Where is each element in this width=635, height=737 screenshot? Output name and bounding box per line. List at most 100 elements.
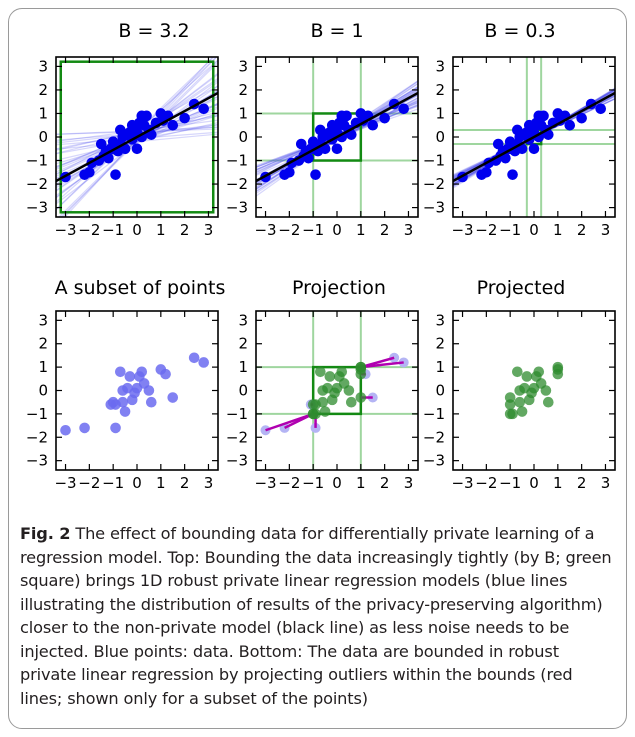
x-tick-label: 3 xyxy=(601,221,611,239)
panel-title: B = 0.3 xyxy=(484,20,555,42)
caption-text: The effect of bounding data for differen… xyxy=(20,524,612,708)
x-tick-label: −2 xyxy=(278,474,300,492)
y-tick-label: −1 xyxy=(26,152,48,170)
data-point xyxy=(355,392,367,403)
data-point xyxy=(576,112,587,124)
x-tick-label: −1 xyxy=(102,221,124,239)
data-point xyxy=(79,422,90,434)
y-tick-label: −2 xyxy=(423,428,445,446)
y-tick-label: 2 xyxy=(238,335,248,353)
data-point xyxy=(528,143,540,155)
data-point xyxy=(398,103,410,115)
data-point xyxy=(355,364,367,375)
figure-caption: Fig. 2 The effect of bounding data for d… xyxy=(20,522,616,710)
x-tick-label: 2 xyxy=(577,221,587,239)
data-point xyxy=(336,110,348,122)
y-tick-label: −1 xyxy=(423,405,445,423)
x-tick-label: −3 xyxy=(54,474,76,492)
y-tick-label: 0 xyxy=(238,382,248,400)
data-point xyxy=(492,138,504,150)
data-point xyxy=(145,396,157,408)
x-tick-label: 3 xyxy=(204,221,214,239)
panel-projection: Projection xyxy=(292,277,386,299)
y-tick-label: −3 xyxy=(423,199,445,217)
x-tick-label: 2 xyxy=(577,474,587,492)
data-point xyxy=(188,352,200,364)
data-point xyxy=(198,103,210,115)
data-point xyxy=(103,152,114,164)
data-point xyxy=(115,124,126,136)
data-point xyxy=(512,124,523,136)
data-point xyxy=(117,396,129,408)
fit-line xyxy=(56,91,218,183)
plot-content xyxy=(60,352,210,436)
x-tick-label: 3 xyxy=(204,474,214,492)
x-tick-label: −2 xyxy=(475,474,497,492)
data-point xyxy=(284,166,295,178)
data-point xyxy=(507,169,518,180)
data-point xyxy=(160,368,171,380)
plot-content xyxy=(453,57,615,217)
y-tick-label: 2 xyxy=(38,335,48,353)
x-tick-label: 0 xyxy=(132,474,142,492)
x-tick-label: −3 xyxy=(254,221,276,239)
y-tick-label: −1 xyxy=(226,405,248,423)
x-tick-label: 0 xyxy=(529,221,539,239)
panel-title: Projection xyxy=(292,277,386,299)
projection-line xyxy=(360,361,404,369)
y-tick-label: −3 xyxy=(226,452,248,470)
data-point xyxy=(507,408,518,420)
data-point xyxy=(324,371,336,382)
data-point xyxy=(315,124,326,136)
x-tick-label: 2 xyxy=(380,221,390,239)
panel-projected: Projected xyxy=(477,277,566,299)
data-point xyxy=(110,169,121,180)
projection-line xyxy=(284,412,314,430)
y-tick-label: 2 xyxy=(238,81,248,99)
y-tick-label: −3 xyxy=(26,199,48,217)
x-tick-label: 0 xyxy=(332,474,342,492)
data-point xyxy=(521,371,533,382)
y-tick-label: 1 xyxy=(238,358,248,376)
x-tick-label: 2 xyxy=(180,474,190,492)
data-point xyxy=(516,406,528,417)
panel-title: A subset of points xyxy=(55,277,226,299)
panel-b-1: B = 1 xyxy=(310,20,363,42)
data-point xyxy=(136,110,148,122)
x-tick-label: 1 xyxy=(356,474,366,492)
x-tick-label: 1 xyxy=(553,221,563,239)
data-point xyxy=(512,366,523,378)
y-tick-label: 3 xyxy=(435,57,445,75)
x-tick-label: −3 xyxy=(451,221,473,239)
y-tick-label: 0 xyxy=(435,382,445,400)
panel-title: Projected xyxy=(477,277,566,299)
data-point xyxy=(119,406,131,417)
y-tick-label: −3 xyxy=(226,199,248,217)
data-point xyxy=(167,119,179,131)
y-tick-label: −3 xyxy=(423,452,445,470)
data-point xyxy=(84,166,95,178)
bound-square xyxy=(311,365,363,416)
y-tick-label: 1 xyxy=(435,358,445,376)
y-tick-label: −1 xyxy=(26,405,48,423)
y-tick-label: −2 xyxy=(26,428,48,446)
panel-b-3-2: B = 3.2 xyxy=(118,20,189,42)
x-tick-label: 1 xyxy=(356,221,366,239)
data-point xyxy=(319,406,331,417)
plot-content xyxy=(256,57,418,217)
x-tick-label: 3 xyxy=(404,474,414,492)
panel-title: B = 3.2 xyxy=(118,20,189,42)
y-tick-label: −2 xyxy=(226,175,248,193)
data-point xyxy=(345,396,357,408)
data-point xyxy=(131,143,143,155)
data-point xyxy=(331,143,343,155)
data-point xyxy=(379,112,390,124)
panel-title: B = 1 xyxy=(310,20,363,42)
y-tick-label: 0 xyxy=(435,128,445,146)
private-regression-line xyxy=(60,61,218,217)
y-tick-label: 0 xyxy=(238,128,248,146)
y-tick-label: −3 xyxy=(26,452,48,470)
data-point xyxy=(95,138,107,150)
